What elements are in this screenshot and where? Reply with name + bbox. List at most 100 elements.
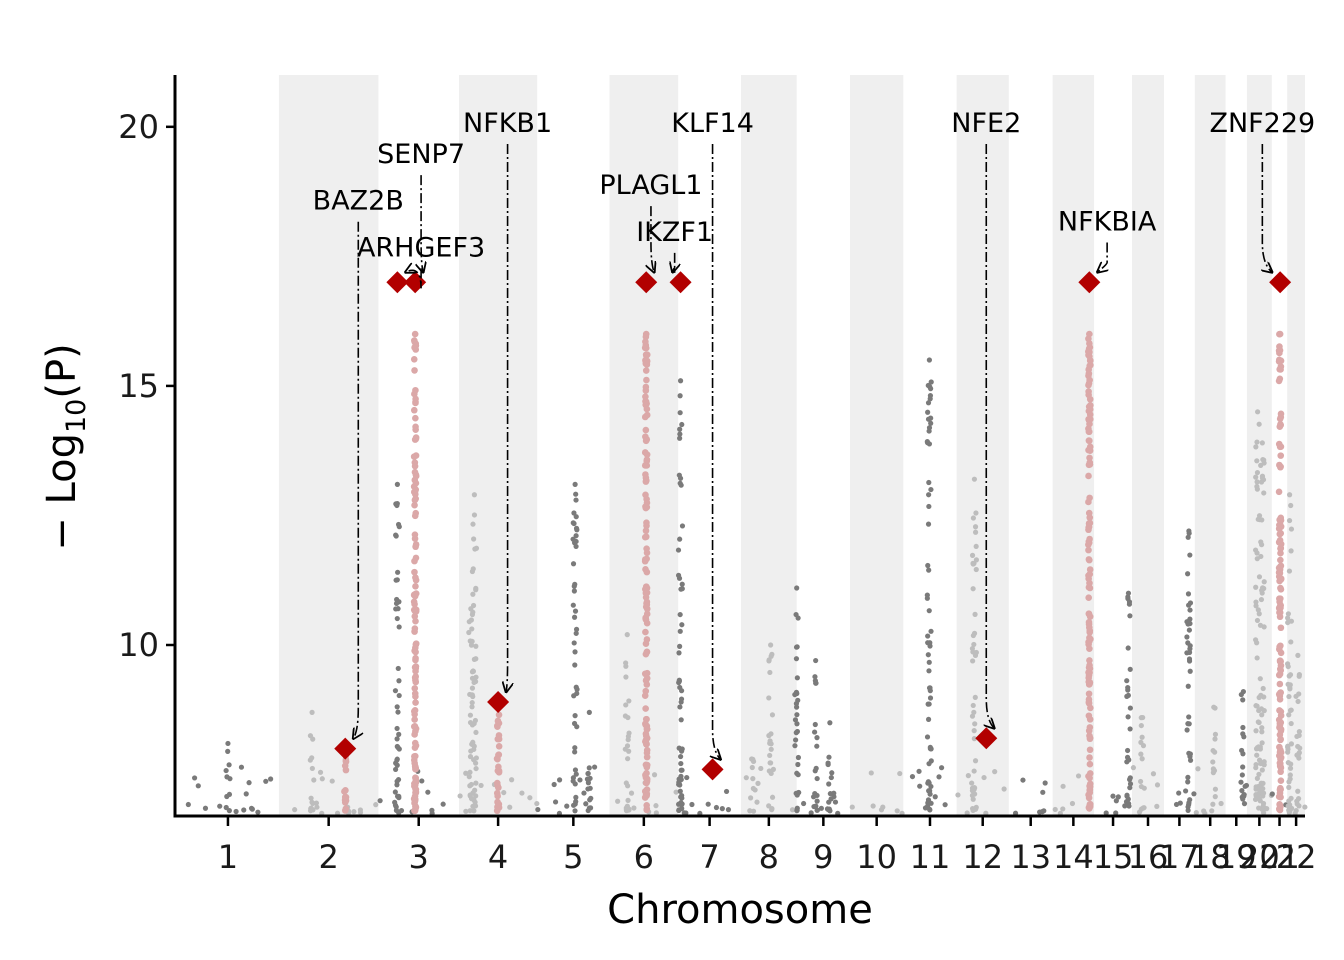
highlight-snp-point bbox=[1085, 509, 1093, 517]
snp-point bbox=[1130, 765, 1137, 771]
highlight-snp-point bbox=[641, 462, 649, 469]
snp-point bbox=[794, 690, 800, 697]
snp-point bbox=[793, 737, 799, 743]
snp-point bbox=[314, 804, 320, 810]
snp-point bbox=[1288, 707, 1294, 713]
snp-point bbox=[571, 614, 578, 620]
y-tick-label: 15 bbox=[118, 367, 159, 405]
snp-point bbox=[396, 624, 402, 630]
snp-point bbox=[1259, 767, 1265, 773]
snp-point bbox=[677, 393, 683, 399]
highlight-snp-point bbox=[412, 725, 420, 733]
snp-point bbox=[1154, 782, 1161, 788]
snp-point bbox=[1138, 783, 1145, 790]
highlight-snp-point bbox=[411, 390, 418, 398]
snp-point bbox=[1039, 809, 1045, 815]
snp-point bbox=[1124, 678, 1130, 684]
snp-point bbox=[564, 803, 570, 809]
snp-point bbox=[677, 611, 683, 618]
highlight-snp-point bbox=[411, 625, 419, 632]
highlight-snp-point bbox=[643, 648, 651, 656]
snp-point bbox=[938, 765, 945, 771]
snp-point bbox=[1253, 584, 1259, 590]
snp-point bbox=[676, 745, 682, 751]
snp-point bbox=[1258, 462, 1264, 468]
snp-point bbox=[1256, 421, 1262, 427]
snp-point bbox=[1259, 585, 1266, 591]
snp-point bbox=[1295, 788, 1301, 794]
snp-point bbox=[466, 774, 472, 780]
snp-point bbox=[1253, 793, 1259, 799]
snp-point bbox=[1288, 741, 1295, 747]
x-tick-label-chr11: 11 bbox=[910, 838, 951, 876]
snp-point bbox=[1261, 490, 1267, 496]
snp-point bbox=[758, 765, 764, 772]
snp-point bbox=[202, 805, 209, 811]
snp-point bbox=[473, 656, 479, 662]
highlight-snp-top bbox=[1276, 330, 1284, 338]
highlight-snp-point bbox=[1085, 610, 1093, 618]
connector-znf229 bbox=[1262, 144, 1272, 272]
snp-point bbox=[1254, 458, 1260, 464]
x-axis-title: Chromosome bbox=[607, 887, 873, 933]
highlight-snp-point bbox=[412, 340, 420, 348]
snp-point bbox=[191, 775, 198, 781]
highlight-snp-point bbox=[643, 598, 651, 606]
snp-point bbox=[677, 643, 683, 649]
snp-point bbox=[677, 431, 683, 437]
snp-point bbox=[396, 731, 402, 737]
snp-point bbox=[1287, 765, 1294, 771]
gene-label-znf229: ZNF229 bbox=[1209, 108, 1315, 139]
chromosome-band-10 bbox=[850, 75, 904, 816]
snp-point bbox=[826, 799, 832, 805]
highlight-snp-point bbox=[1277, 556, 1284, 564]
highlight-snp-point bbox=[642, 393, 649, 400]
snp-point bbox=[392, 688, 399, 694]
snp-point bbox=[1187, 552, 1193, 558]
snp-point bbox=[973, 543, 979, 550]
snp-point bbox=[971, 630, 978, 636]
snp-point bbox=[1113, 810, 1119, 816]
highlight-snp-point bbox=[410, 598, 418, 606]
snp-point-top bbox=[827, 720, 833, 726]
snp-point bbox=[263, 778, 269, 784]
snp-point bbox=[768, 760, 774, 766]
snp-point bbox=[583, 801, 589, 807]
snp-point bbox=[1256, 719, 1262, 726]
snp-point bbox=[310, 736, 316, 742]
snp-point bbox=[970, 586, 976, 592]
snp-point bbox=[268, 776, 274, 782]
connector-nfkb1 bbox=[506, 144, 507, 692]
snp-point bbox=[679, 581, 685, 587]
highlight-snp-point bbox=[1086, 661, 1093, 669]
snp-point bbox=[329, 778, 335, 784]
snp-point bbox=[653, 810, 659, 816]
highlight-snp-point bbox=[341, 788, 348, 795]
snp-point bbox=[1288, 548, 1294, 554]
snp-point bbox=[241, 807, 247, 813]
snp-point bbox=[676, 679, 682, 686]
x-tick-label-chr5: 5 bbox=[563, 838, 583, 876]
snp-point bbox=[766, 803, 772, 809]
snp-point bbox=[1124, 747, 1131, 754]
highlight-snp-point bbox=[1277, 777, 1285, 784]
snp-point bbox=[1218, 800, 1224, 807]
snp-point bbox=[572, 649, 578, 655]
snp-point bbox=[572, 749, 578, 755]
snp-point bbox=[970, 807, 976, 814]
snp-point bbox=[571, 588, 577, 594]
snp-point bbox=[677, 410, 683, 416]
snp-point bbox=[573, 626, 580, 632]
snp-point bbox=[1256, 611, 1262, 617]
snp-point bbox=[927, 695, 934, 701]
snp-point bbox=[1127, 785, 1133, 791]
snp-point bbox=[971, 709, 977, 715]
highlight-snp-point bbox=[643, 568, 651, 576]
snp-point bbox=[924, 734, 931, 740]
highlight-snp-point bbox=[1085, 437, 1093, 444]
snp-point-top bbox=[971, 476, 978, 482]
y-tick-label: 20 bbox=[118, 108, 159, 146]
snp-point bbox=[1127, 726, 1133, 732]
chromosome-band-22 bbox=[1287, 75, 1305, 816]
